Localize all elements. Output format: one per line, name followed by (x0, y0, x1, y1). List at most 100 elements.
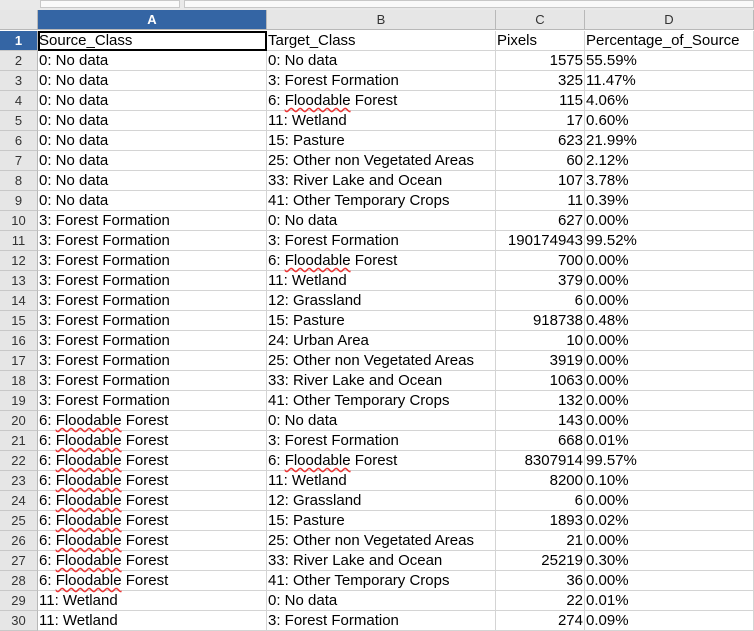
row-header[interactable]: 6 (0, 131, 38, 151)
target-class-cell[interactable]: 15: Pasture (267, 131, 496, 151)
percentage-cell[interactable]: 11.47% (585, 71, 754, 91)
target-class-cell[interactable]: 6: Floodable Forest (267, 91, 496, 111)
source-class-cell[interactable]: 6: Floodable Forest (38, 551, 267, 571)
percentage-cell[interactable]: 0.01% (585, 431, 754, 451)
row-header[interactable]: 29 (0, 591, 38, 611)
row-header[interactable]: 28 (0, 571, 38, 591)
pixels-cell[interactable]: 1063 (496, 371, 585, 391)
source-class-cell[interactable]: 11: Wetland (38, 591, 267, 611)
row-header[interactable]: 17 (0, 351, 38, 371)
source-class-cell[interactable]: 6: Floodable Forest (38, 451, 267, 471)
pixels-cell[interactable]: 918738 (496, 311, 585, 331)
percentage-cell[interactable]: 0.00% (585, 251, 754, 271)
formula-bar[interactable] (184, 0, 754, 8)
row-header[interactable]: 30 (0, 611, 38, 631)
percentage-cell[interactable]: 0.48% (585, 311, 754, 331)
target-class-cell[interactable]: 11: Wetland (267, 271, 496, 291)
percentage-cell[interactable]: 0.09% (585, 611, 754, 631)
source-class-cell[interactable]: 0: No data (38, 111, 267, 131)
percentage-cell[interactable]: 0.00% (585, 351, 754, 371)
pixels-cell[interactable]: 11 (496, 191, 585, 211)
pixels-cell[interactable]: 25219 (496, 551, 585, 571)
source-class-cell[interactable]: 3: Forest Formation (38, 231, 267, 251)
row-header[interactable]: 15 (0, 311, 38, 331)
target-class-cell[interactable]: 33: River Lake and Ocean (267, 551, 496, 571)
pixels-cell[interactable]: 36 (496, 571, 585, 591)
source-class-cell[interactable]: 3: Forest Formation (38, 291, 267, 311)
percentage-cell[interactable]: 4.06% (585, 91, 754, 111)
percentage-cell[interactable]: 2.12% (585, 151, 754, 171)
pixels-cell[interactable]: 8307914 (496, 451, 585, 471)
pixels-cell[interactable]: 22 (496, 591, 585, 611)
target-class-cell[interactable]: 0: No data (267, 51, 496, 71)
target-class-cell[interactable]: 6: Floodable Forest (267, 251, 496, 271)
pixels-cell[interactable]: 325 (496, 71, 585, 91)
source-class-cell[interactable]: 6: Floodable Forest (38, 471, 267, 491)
source-class-cell[interactable]: 6: Floodable Forest (38, 411, 267, 431)
percentage-cell[interactable]: 3.78% (585, 171, 754, 191)
pixels-cell[interactable]: 627 (496, 211, 585, 231)
row-header[interactable]: 19 (0, 391, 38, 411)
percentage-cell[interactable]: 0.00% (585, 371, 754, 391)
source-class-cell[interactable]: 11: Wetland (38, 611, 267, 631)
pixels-cell[interactable]: 623 (496, 131, 585, 151)
row-header[interactable]: 5 (0, 111, 38, 131)
source-class-cell[interactable]: 3: Forest Formation (38, 351, 267, 371)
percentage-cell[interactable]: 0.01% (585, 591, 754, 611)
pixels-cell[interactable]: 60 (496, 151, 585, 171)
header-cell[interactable]: Percentage_of_Source (585, 31, 754, 51)
target-class-cell[interactable]: 0: No data (267, 211, 496, 231)
percentage-cell[interactable]: 0.60% (585, 111, 754, 131)
source-class-cell[interactable]: 6: Floodable Forest (38, 571, 267, 591)
target-class-cell[interactable]: 11: Wetland (267, 471, 496, 491)
pixels-cell[interactable]: 6 (496, 291, 585, 311)
percentage-cell[interactable]: 0.30% (585, 551, 754, 571)
percentage-cell[interactable]: 0.00% (585, 211, 754, 231)
row-header[interactable]: 25 (0, 511, 38, 531)
source-class-cell[interactable]: 3: Forest Formation (38, 331, 267, 351)
source-class-cell[interactable]: 0: No data (38, 151, 267, 171)
column-header-a[interactable]: A (38, 10, 267, 30)
target-class-cell[interactable]: 33: River Lake and Ocean (267, 371, 496, 391)
target-class-cell[interactable]: 15: Pasture (267, 311, 496, 331)
pixels-cell[interactable]: 190174943 (496, 231, 585, 251)
source-class-cell[interactable]: 0: No data (38, 171, 267, 191)
source-class-cell[interactable]: 3: Forest Formation (38, 271, 267, 291)
percentage-cell[interactable]: 0.00% (585, 491, 754, 511)
pixels-cell[interactable]: 10 (496, 331, 585, 351)
source-class-cell[interactable]: 0: No data (38, 131, 267, 151)
row-header[interactable]: 26 (0, 531, 38, 551)
row-header[interactable]: 13 (0, 271, 38, 291)
header-cell[interactable]: Pixels (496, 31, 585, 51)
percentage-cell[interactable]: 21.99% (585, 131, 754, 151)
source-class-cell[interactable]: 0: No data (38, 91, 267, 111)
target-class-cell[interactable]: 3: Forest Formation (267, 71, 496, 91)
pixels-cell[interactable]: 1575 (496, 51, 585, 71)
target-class-cell[interactable]: 12: Grassland (267, 291, 496, 311)
select-all-corner[interactable] (0, 10, 38, 30)
target-class-cell[interactable]: 6: Floodable Forest (267, 451, 496, 471)
source-class-cell[interactable]: 3: Forest Formation (38, 311, 267, 331)
row-header[interactable]: 18 (0, 371, 38, 391)
header-cell[interactable]: Source_Class (38, 31, 267, 51)
percentage-cell[interactable]: 0.10% (585, 471, 754, 491)
target-class-cell[interactable]: 12: Grassland (267, 491, 496, 511)
target-class-cell[interactable]: 41: Other Temporary Crops (267, 391, 496, 411)
target-class-cell[interactable]: 41: Other Temporary Crops (267, 191, 496, 211)
pixels-cell[interactable]: 668 (496, 431, 585, 451)
pixels-cell[interactable]: 107 (496, 171, 585, 191)
row-header[interactable]: 1 (0, 31, 38, 51)
row-header[interactable]: 7 (0, 151, 38, 171)
row-header[interactable]: 8 (0, 171, 38, 191)
percentage-cell[interactable]: 0.00% (585, 531, 754, 551)
pixels-cell[interactable]: 143 (496, 411, 585, 431)
row-header[interactable]: 21 (0, 431, 38, 451)
target-class-cell[interactable]: 24: Urban Area (267, 331, 496, 351)
pixels-cell[interactable]: 274 (496, 611, 585, 631)
target-class-cell[interactable]: 25: Other non Vegetated Areas (267, 351, 496, 371)
pixels-cell[interactable]: 115 (496, 91, 585, 111)
row-header[interactable]: 16 (0, 331, 38, 351)
target-class-cell[interactable]: 3: Forest Formation (267, 231, 496, 251)
source-class-cell[interactable]: 6: Floodable Forest (38, 531, 267, 551)
target-class-cell[interactable]: 0: No data (267, 411, 496, 431)
